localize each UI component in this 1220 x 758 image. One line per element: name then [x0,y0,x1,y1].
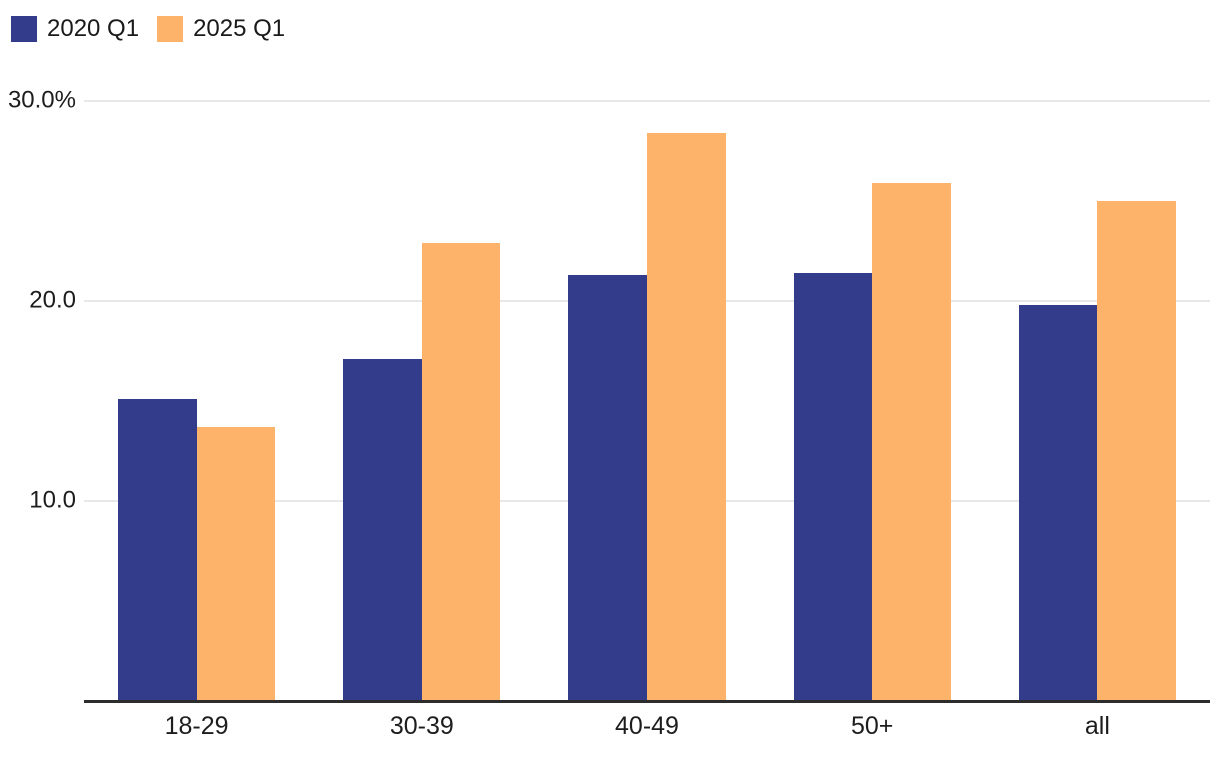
x-tick-label-30-39: 30-39 [389,712,454,740]
legend-label-2020-q1: 2020 Q1 [47,15,140,42]
bar-2020-q1-30-39 [343,359,422,701]
x-tick-label-all: all [1084,712,1110,740]
y-tick-label-10: 10.0 [29,486,76,514]
gridline-30 [84,100,1210,102]
legend-item-2020-q1: 2020 Q1 [11,15,139,43]
x-tick-label-50plus: 50+ [850,712,894,740]
bar-2025-q1-40-49 [647,133,726,701]
legend-item-2025-q1: 2025 Q1 [157,15,285,43]
y-tick-label-20: 20.0 [29,286,76,314]
bar-2020-q1-40-49 [568,275,647,701]
legend-swatch-2025-q1 [157,16,184,42]
bar-2025-q1-30-39 [421,243,501,701]
legend: 2020 Q1 2025 Q1 [11,15,285,43]
bar-2020-q1-18-29 [118,399,197,701]
bar-2025-q1-all [1097,201,1176,701]
bar-2025-q1-18-29 [196,427,276,701]
bar-2025-q1-50plus [872,183,951,701]
y-tick-label-30: 30.0% [7,86,76,114]
legend-swatch-2020-q1 [11,16,37,42]
x-tick-label-18-29: 18-29 [164,712,229,740]
legend-label-2025-q1: 2025 Q1 [193,15,286,42]
x-tick-label-40-49: 40-49 [615,712,679,740]
bar-2020-q1-all [1018,305,1098,701]
bar-2020-q1-50plus [793,273,873,701]
x-axis-line [84,700,1210,703]
